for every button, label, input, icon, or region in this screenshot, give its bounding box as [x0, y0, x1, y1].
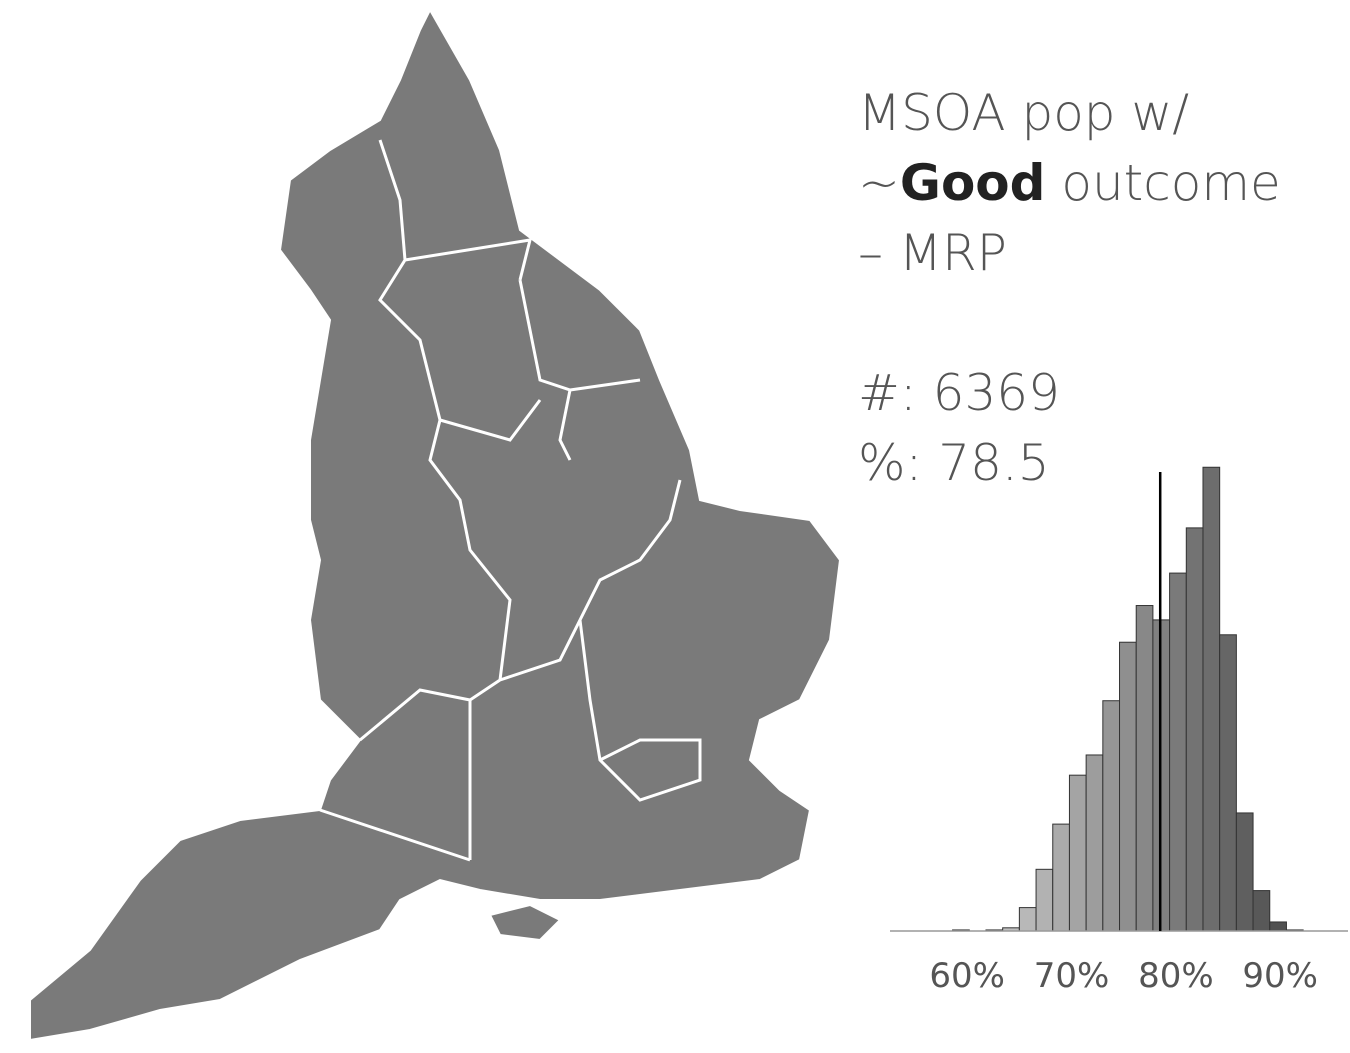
- map: [29, 7, 842, 1042]
- bar: [1052, 823, 1070, 932]
- title-bold: Good: [900, 154, 1046, 212]
- bar: [1202, 466, 1221, 932]
- bar: [1102, 700, 1121, 932]
- bar: [1119, 641, 1137, 932]
- region-borders: [319, 139, 702, 862]
- bar: [1169, 572, 1187, 932]
- title-rest: outcome: [1045, 154, 1280, 212]
- x-tick-label: 90%: [1242, 956, 1318, 996]
- isle-of-wight: [488, 903, 562, 942]
- bar: [1235, 812, 1254, 932]
- england-outline: [29, 7, 842, 1042]
- title-prefix: ~: [858, 154, 900, 212]
- bar: [1018, 907, 1037, 932]
- bar: [1219, 634, 1237, 932]
- bar: [1068, 774, 1087, 932]
- stat-label: %:: [858, 434, 922, 492]
- stat-value: 78.5: [938, 434, 1049, 492]
- histogram: 60% 70% 80% 90%: [890, 466, 1348, 996]
- title-line: MSOA pop w/: [858, 84, 1189, 142]
- title-line: – MRP: [858, 224, 1007, 282]
- bar: [1035, 868, 1054, 932]
- x-tick-label: 80%: [1138, 956, 1214, 996]
- stat: #: 6369: [858, 364, 1060, 422]
- stat: %: 78.5: [858, 434, 1050, 492]
- bar: [1085, 754, 1104, 932]
- bar: [1135, 605, 1154, 932]
- x-tick-label: 60%: [929, 956, 1005, 996]
- title-line: ~Good outcome: [858, 154, 1281, 212]
- bar: [1252, 890, 1271, 932]
- x-tick-label: 70%: [1034, 956, 1110, 996]
- stat-label: #:: [858, 364, 917, 422]
- stat-value: 6369: [933, 364, 1060, 422]
- bar: [1269, 921, 1287, 932]
- bar: [1185, 527, 1204, 932]
